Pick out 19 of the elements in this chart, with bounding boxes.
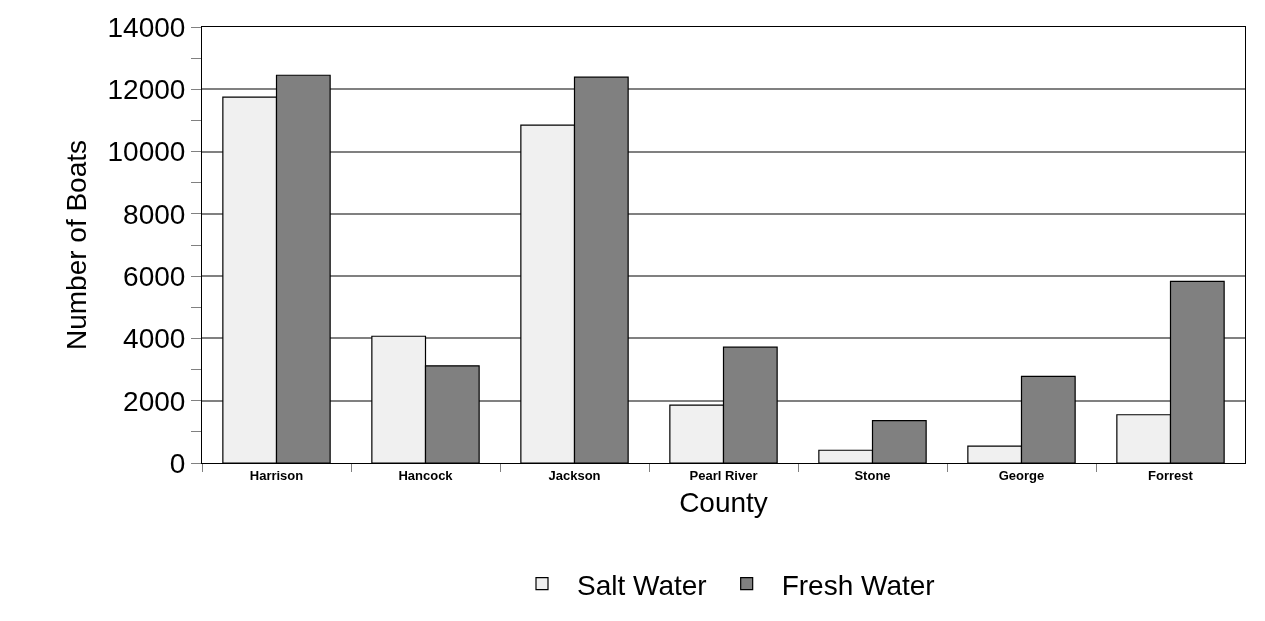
y-tick-label: 12000	[107, 74, 186, 106]
x-tick-label: Pearl River	[689, 467, 758, 483]
x-tick-label: Jackson	[548, 467, 601, 483]
y-tick-label: 2000	[123, 385, 186, 417]
x-tick-label: Hancock	[398, 467, 454, 483]
y-axis-title: Number of Boats	[61, 139, 93, 351]
legend-label: Salt Water	[577, 569, 707, 601]
x-tick-label: Stone	[854, 467, 891, 483]
y-tick-label: 14000	[107, 11, 186, 43]
y-tick-label: 10000	[107, 136, 186, 168]
legend-label: Fresh Water	[781, 569, 935, 601]
x-tick-label: Forrest	[1148, 467, 1194, 483]
x-axis-title: County	[679, 486, 768, 518]
y-tick-label: 6000	[123, 260, 186, 292]
x-tick-label: Harrison	[249, 467, 304, 483]
y-tick-label: 4000	[123, 323, 186, 355]
y-tick-label: 8000	[123, 198, 186, 230]
x-tick-label: George	[998, 467, 1045, 483]
y-tick-label: 0	[169, 447, 186, 479]
